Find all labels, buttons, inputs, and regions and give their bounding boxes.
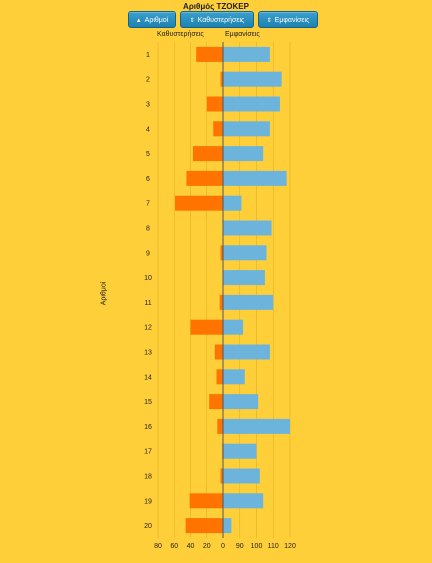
category-label: 12 bbox=[144, 325, 152, 332]
x-tick-label: 120 bbox=[284, 543, 296, 550]
x-tick-label: 110 bbox=[268, 543, 279, 550]
sort-appearances-label: Εμφανίσεις bbox=[274, 17, 310, 24]
delay-bar bbox=[217, 418, 223, 434]
appearance-bar bbox=[223, 369, 245, 385]
appearance-bar bbox=[223, 418, 290, 434]
x-tick-label: 20 bbox=[203, 543, 211, 550]
category-label: 1 bbox=[146, 52, 150, 59]
appearance-bar bbox=[223, 394, 259, 410]
delay-bar bbox=[213, 121, 223, 137]
x-tick-label: 40 bbox=[187, 543, 195, 550]
category-label: 11 bbox=[144, 300, 151, 307]
category-label: 8 bbox=[146, 226, 150, 233]
sort-both-icon: ⇕ bbox=[189, 18, 195, 24]
delay-bar bbox=[209, 394, 223, 410]
delay-bar bbox=[216, 369, 223, 385]
sort-numbers-label: Αριθμοί bbox=[144, 17, 169, 24]
category-label: 3 bbox=[146, 102, 150, 109]
chart-title: Αριθμός ΤΖΟΚΕΡ bbox=[183, 2, 249, 11]
delay-bar bbox=[206, 96, 223, 112]
appearance-bar bbox=[223, 518, 232, 534]
appearance-bar bbox=[223, 443, 257, 459]
x-tick-label: 0 bbox=[221, 543, 225, 550]
sort-up-icon: ▲ bbox=[135, 18, 142, 24]
category-label: 6 bbox=[146, 176, 150, 183]
sort-appearances-button[interactable]: ⇕ Εμφανίσεις bbox=[258, 11, 318, 28]
category-label: 15 bbox=[144, 399, 152, 406]
right-series-header: Εμφανίσεις bbox=[225, 31, 260, 38]
category-label: 18 bbox=[144, 474, 152, 481]
category-label: 10 bbox=[144, 275, 152, 282]
delay-bar bbox=[220, 71, 223, 87]
delay-bar bbox=[196, 46, 223, 62]
left-series-header: Καθυστερήσεις bbox=[157, 31, 204, 38]
category-label: 9 bbox=[146, 250, 150, 257]
sort-delays-button[interactable]: ⇕ Καθυστερήσεις bbox=[180, 11, 254, 28]
x-tick-label: 60 bbox=[170, 543, 178, 550]
appearance-bar bbox=[223, 319, 244, 335]
category-label: 2 bbox=[146, 77, 150, 84]
delay-bar bbox=[185, 518, 223, 534]
appearance-bar bbox=[223, 294, 274, 310]
category-label: 7 bbox=[146, 201, 150, 208]
appearance-bar bbox=[223, 71, 282, 87]
appearance-bar bbox=[223, 245, 267, 261]
category-label: 17 bbox=[144, 449, 152, 456]
appearance-bar bbox=[223, 146, 264, 162]
appearance-bar bbox=[223, 344, 270, 360]
x-tick-label: 80 bbox=[154, 543, 162, 550]
appearance-bar bbox=[223, 170, 287, 186]
delay-bar bbox=[186, 170, 223, 186]
delay-bar bbox=[175, 195, 223, 211]
sort-numbers-button[interactable]: ▲ Αριθμοί bbox=[128, 11, 176, 28]
category-label: 16 bbox=[144, 424, 152, 431]
appearance-bar bbox=[223, 270, 265, 286]
category-label: 5 bbox=[146, 151, 150, 158]
delay-bar bbox=[189, 493, 223, 509]
category-label: 14 bbox=[144, 374, 152, 381]
category-label: 19 bbox=[144, 498, 152, 505]
appearance-bar bbox=[223, 493, 264, 509]
sort-delays-label: Καθυστερήσεις bbox=[197, 17, 245, 24]
delay-bar bbox=[214, 344, 223, 360]
appearance-bar bbox=[223, 96, 280, 112]
x-tick-label: 100 bbox=[251, 543, 263, 550]
delay-bar bbox=[190, 319, 223, 335]
appearance-bar bbox=[223, 121, 270, 137]
appearance-bar bbox=[223, 220, 272, 236]
category-label: 4 bbox=[146, 126, 150, 133]
sort-both-icon: ⇕ bbox=[266, 18, 272, 24]
delay-bar bbox=[220, 245, 223, 261]
delay-bar bbox=[220, 468, 223, 484]
x-tick-label: 90 bbox=[236, 543, 244, 550]
appearance-bar bbox=[223, 195, 242, 211]
appearance-bar bbox=[223, 468, 260, 484]
delay-bar bbox=[192, 146, 223, 162]
category-label: 13 bbox=[144, 350, 152, 357]
appearance-bar bbox=[223, 46, 270, 62]
category-label: 20 bbox=[144, 523, 152, 530]
delay-bar bbox=[219, 294, 223, 310]
